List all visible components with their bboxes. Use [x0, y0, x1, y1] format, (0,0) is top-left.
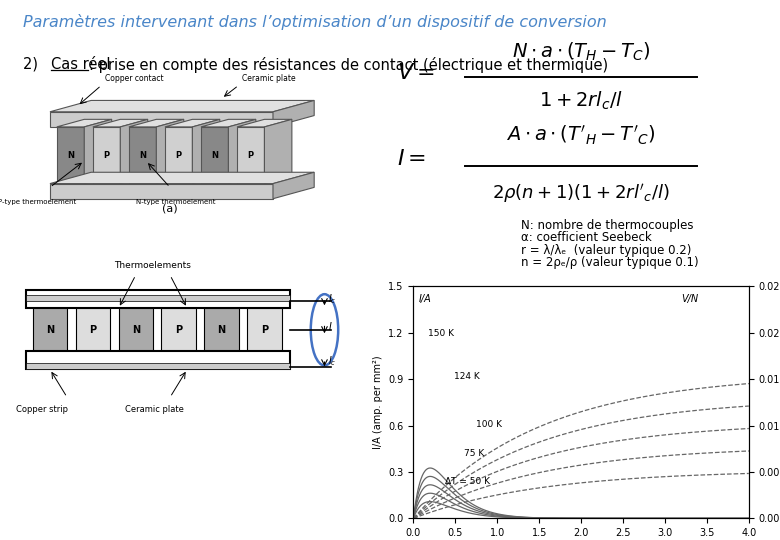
Text: N: N [218, 325, 225, 335]
Text: 75 K: 75 K [463, 449, 484, 458]
Text: 100 K: 100 K [477, 420, 502, 429]
Text: $I_c$: $I_c$ [328, 354, 336, 368]
Polygon shape [247, 308, 282, 352]
Polygon shape [165, 127, 193, 184]
Text: P: P [247, 151, 254, 160]
Text: N: N [139, 151, 146, 160]
Polygon shape [120, 119, 147, 184]
Text: (a): (a) [162, 204, 178, 214]
Text: I/A: I/A [418, 294, 431, 303]
Text: N: N [67, 151, 74, 160]
Polygon shape [26, 352, 290, 369]
Polygon shape [237, 127, 264, 184]
Text: P: P [104, 151, 110, 160]
Polygon shape [229, 119, 256, 184]
Polygon shape [93, 127, 120, 184]
Text: $A \cdot a \cdot (T'_H - T'_C)$: $A \cdot a \cdot (T'_H - T'_C)$ [506, 124, 656, 147]
Text: Paramètres intervenant dans l’optimisation d’un dispositif de conversion: Paramètres intervenant dans l’optimisati… [23, 14, 607, 30]
Text: n = 2ρₑ/ρ (valeur typique 0.1): n = 2ρₑ/ρ (valeur typique 0.1) [521, 255, 699, 268]
Polygon shape [237, 119, 292, 127]
Text: Ceramic plate: Ceramic plate [242, 75, 296, 83]
Text: P: P [89, 325, 97, 335]
Text: P-type thermoelement: P-type thermoelement [0, 199, 76, 205]
Polygon shape [156, 119, 184, 184]
Text: Thermoelements: Thermoelements [115, 261, 191, 270]
Text: $I_c$: $I_c$ [328, 292, 336, 306]
Text: $1 + 2rl_c / l$: $1 + 2rl_c / l$ [539, 89, 623, 112]
Polygon shape [129, 119, 184, 127]
Polygon shape [50, 184, 273, 199]
Text: P: P [261, 325, 268, 335]
Text: N: nombre de thermocouples: N: nombre de thermocouples [521, 219, 693, 232]
Text: Ceramic plate: Ceramic plate [126, 405, 184, 414]
Text: P: P [176, 151, 182, 160]
Polygon shape [119, 308, 153, 352]
Polygon shape [193, 119, 220, 184]
Polygon shape [50, 112, 273, 127]
Polygon shape [26, 291, 290, 308]
Text: $I$: $I$ [328, 320, 332, 332]
Polygon shape [201, 119, 256, 127]
Polygon shape [165, 119, 220, 127]
Text: 150 K: 150 K [428, 329, 455, 338]
Text: $V =$: $V =$ [398, 63, 435, 83]
Polygon shape [26, 363, 290, 369]
Text: : prise en compte des résistances de contact (électrique et thermique): : prise en compte des résistances de con… [89, 57, 608, 73]
Polygon shape [129, 127, 156, 184]
Text: Copper contact: Copper contact [105, 75, 164, 83]
Text: $2\rho(n + 1)(1 + 2rl'_c / l)$: $2\rho(n + 1)(1 + 2rl'_c / l)$ [492, 182, 670, 205]
Polygon shape [33, 308, 67, 352]
Text: V/N: V/N [682, 294, 699, 303]
Polygon shape [264, 119, 292, 184]
Polygon shape [50, 100, 314, 112]
Polygon shape [201, 127, 229, 184]
Polygon shape [273, 172, 314, 199]
Text: N-type thermoelement: N-type thermoelement [136, 199, 215, 205]
Text: $I =$: $I =$ [398, 148, 427, 168]
Text: Copper strip: Copper strip [16, 405, 68, 414]
Text: N: N [46, 325, 54, 335]
Y-axis label: I/A (amp. per mm²): I/A (amp. per mm²) [373, 355, 383, 449]
Polygon shape [93, 119, 147, 127]
Text: Cas réel: Cas réel [51, 57, 110, 72]
Text: N: N [132, 325, 140, 335]
Polygon shape [84, 119, 112, 184]
Polygon shape [204, 308, 239, 352]
Polygon shape [161, 308, 196, 352]
Text: P: P [175, 325, 183, 335]
Text: N: N [211, 151, 218, 160]
Polygon shape [273, 100, 314, 127]
Polygon shape [26, 295, 290, 301]
Polygon shape [76, 308, 110, 352]
Text: α: coefficient Seebeck: α: coefficient Seebeck [521, 232, 652, 245]
Text: 2): 2) [23, 57, 48, 72]
Polygon shape [50, 172, 314, 184]
Polygon shape [57, 119, 112, 127]
Text: ΔT = 50 K: ΔT = 50 K [445, 477, 491, 487]
Text: r = λ/λₑ  (valeur typique 0.2): r = λ/λₑ (valeur typique 0.2) [521, 244, 691, 256]
Polygon shape [57, 127, 84, 184]
Text: $N \cdot a \cdot (T_H - T_C)$: $N \cdot a \cdot (T_H - T_C)$ [512, 40, 650, 63]
Text: 124 K: 124 K [454, 372, 480, 381]
